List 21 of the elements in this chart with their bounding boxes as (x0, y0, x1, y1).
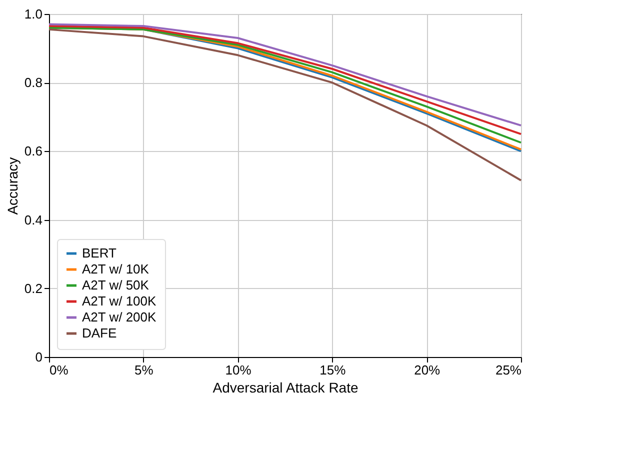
y-tick-label: 1.0 (24, 6, 42, 22)
x-tick-label: 25% (495, 362, 522, 378)
x-axis-title: Adversarial Attack Rate (212, 380, 358, 396)
legend-label: A2T w/ 50K (82, 278, 150, 292)
x-tick-label: 0% (50, 362, 69, 378)
x-tick-label: 15% (320, 362, 346, 378)
legend-label: A2T w/ 10K (82, 262, 150, 276)
y-tick-label: 0 (35, 350, 42, 364)
legend-label: BERT (82, 246, 116, 260)
line-series (48, 28, 522, 182)
x-tick-label: 5% (134, 362, 154, 378)
x-tick-label: 20% (414, 362, 441, 378)
legend-label: A2T w/ 200K (82, 310, 157, 324)
legend-label: A2T w/ 100K (82, 294, 157, 308)
y-axis-title: Accuracy (4, 157, 20, 215)
x-tick-label: 10% (225, 362, 252, 378)
y-tick-label: 0.4 (24, 212, 42, 228)
legend-label: DAFE (82, 326, 117, 340)
y-tick-label: 0.2 (24, 280, 42, 296)
y-tick-label: 0.8 (24, 75, 42, 90)
y-tick-label: 0.6 (24, 144, 42, 159)
